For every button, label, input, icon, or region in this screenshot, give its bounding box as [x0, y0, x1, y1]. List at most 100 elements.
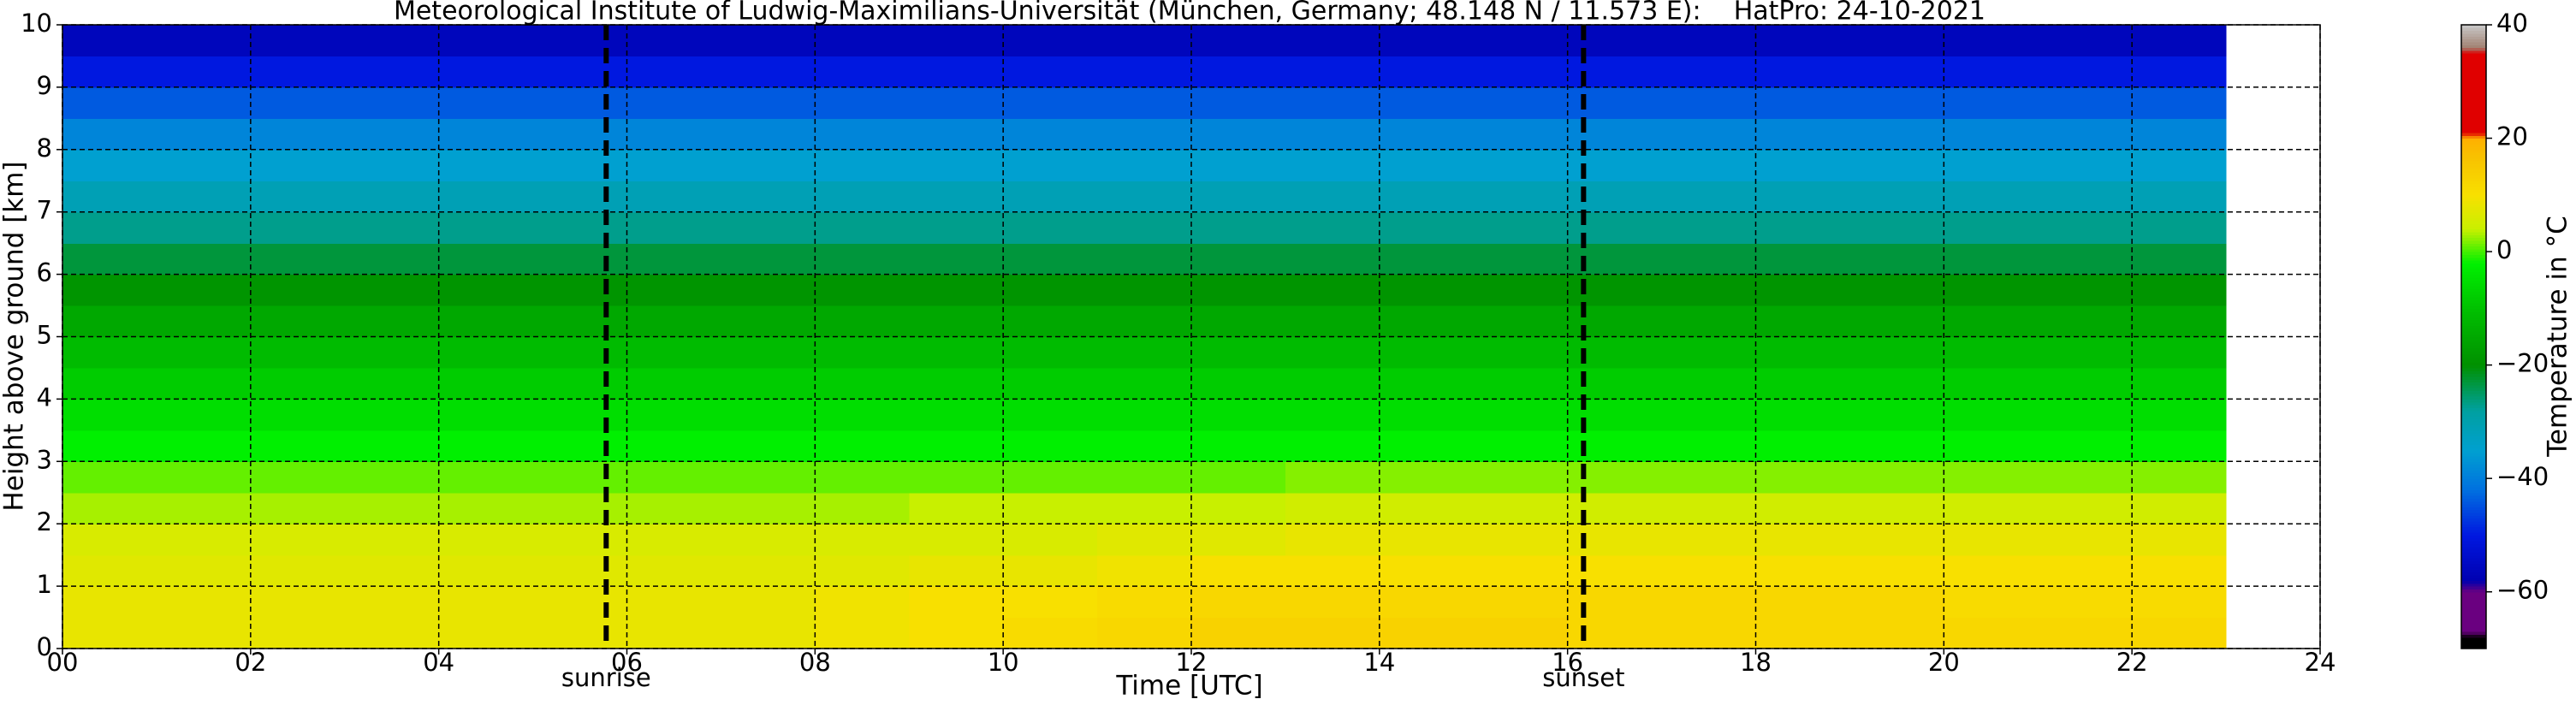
heatmap-cell — [1849, 586, 1944, 619]
heatmap-cell — [721, 524, 816, 556]
heatmap-cell — [626, 149, 722, 181]
heatmap-cell — [1003, 430, 1098, 462]
colorbar-swatch — [2461, 274, 2486, 278]
heatmap-cell — [1755, 149, 1851, 181]
colorbar-swatch — [2461, 489, 2486, 494]
heatmap-cell — [721, 211, 816, 244]
colorbar-swatch — [2461, 70, 2486, 74]
heatmap-cell — [438, 367, 534, 400]
colorbar-swatch — [2461, 240, 2486, 244]
heatmap-cell — [2132, 586, 2227, 619]
colorbar-swatch — [2461, 376, 2486, 380]
heatmap-cell — [909, 336, 1004, 369]
colorbar-swatch — [2461, 461, 2486, 465]
heatmap-cell — [250, 274, 346, 306]
heatmap-cell — [1191, 586, 1286, 619]
colorbar-label: Temperature in °C — [2543, 216, 2573, 457]
heatmap-cell — [626, 243, 722, 275]
heatmap-cell — [2038, 524, 2133, 556]
colorbar-swatch — [2461, 27, 2486, 32]
heatmap-cell — [438, 118, 534, 151]
heatmap-cell — [909, 211, 1004, 244]
colorbar-swatch — [2461, 200, 2486, 204]
heatmap-cell — [1661, 617, 1757, 649]
x-tick-label: 04 — [423, 648, 454, 677]
heatmap-cell — [532, 243, 628, 275]
colorbar-swatch — [2461, 234, 2486, 239]
y-tick-label: 4 — [37, 382, 52, 412]
colorbar-swatch — [2461, 56, 2486, 60]
heatmap-cell — [1473, 586, 1569, 619]
colorbar-swatch — [2461, 625, 2486, 630]
colorbar-swatch — [2461, 623, 2486, 627]
heatmap-cell — [815, 86, 910, 119]
heatmap-cell — [1849, 181, 1944, 213]
heatmap-cell — [815, 56, 910, 88]
colorbar-swatch — [2461, 507, 2486, 511]
heatmap-cell — [1097, 86, 1192, 119]
heatmap-cell — [2038, 181, 2133, 213]
colorbar-swatch — [2461, 215, 2486, 218]
heatmap-cell — [344, 25, 440, 57]
colorbar-swatch — [2461, 475, 2486, 479]
heatmap-cell — [1285, 586, 1380, 619]
heatmap-cell — [1944, 181, 2039, 213]
heatmap-cell — [2132, 118, 2227, 151]
colorbar-swatch — [2461, 319, 2486, 323]
heatmap-cell — [1285, 617, 1380, 649]
colorbar-swatch — [2461, 41, 2486, 45]
heatmap-cell — [1944, 305, 2039, 338]
colorbar-swatch — [2461, 132, 2486, 136]
heatmap-cell — [344, 149, 440, 181]
colorbar-swatch — [2461, 574, 2486, 578]
heatmap-cell — [2132, 554, 2227, 587]
heatmap-cell — [156, 399, 252, 431]
heatmap-cell — [344, 56, 440, 88]
colorbar-swatch — [2461, 495, 2486, 499]
heatmap-cell — [1755, 56, 1851, 88]
heatmap-cell — [2038, 367, 2133, 400]
heatmap-cell — [156, 617, 252, 649]
heatmap-cell — [815, 586, 910, 619]
heatmap-cell — [1191, 461, 1286, 494]
heatmap-cell — [909, 430, 1004, 462]
heatmap-cell — [1944, 56, 2039, 88]
heatmap-cell — [626, 430, 722, 462]
colorbar-swatch — [2461, 549, 2486, 553]
colorbar-tick-label: 40 — [2496, 9, 2528, 38]
heatmap-cell — [626, 274, 722, 306]
heatmap-cell — [250, 56, 346, 88]
heatmap-cell — [909, 305, 1004, 338]
heatmap-cell — [156, 336, 252, 369]
x-tick-label: 10 — [988, 648, 1019, 677]
heatmap-cell — [1285, 367, 1380, 400]
heatmap-cell — [1097, 399, 1192, 431]
heatmap-cell — [1285, 524, 1380, 556]
colorbar-swatch — [2461, 364, 2486, 369]
heatmap-cell — [1191, 86, 1286, 119]
colorbar-tick-label: −20 — [2496, 349, 2549, 378]
heatmap-cell — [1379, 554, 1475, 587]
colorbar-swatch — [2461, 308, 2486, 312]
heatmap-cell — [1944, 211, 2039, 244]
heatmap-cell — [1379, 461, 1475, 494]
colorbar-swatch — [2461, 524, 2486, 528]
heatmap-cell — [1473, 181, 1569, 213]
heatmap-cell — [62, 56, 157, 88]
heatmap-cell — [532, 617, 628, 649]
colorbar-swatch — [2461, 557, 2486, 561]
x-tick-label: 14 — [1363, 648, 1395, 677]
heatmap-cell — [1473, 524, 1569, 556]
colorbar-swatch — [2461, 186, 2486, 190]
heatmap-cell — [344, 554, 440, 587]
heatmap-cell — [1003, 399, 1098, 431]
heatmap-cell — [1755, 554, 1851, 587]
heatmap-cell — [721, 492, 816, 524]
heatmap-cell — [1944, 25, 2039, 57]
heatmap-cell — [344, 430, 440, 462]
heatmap-cell — [721, 399, 816, 431]
heatmap-cell — [62, 149, 157, 181]
heatmap-cell — [1003, 367, 1098, 400]
colorbar-swatch — [2461, 166, 2486, 170]
